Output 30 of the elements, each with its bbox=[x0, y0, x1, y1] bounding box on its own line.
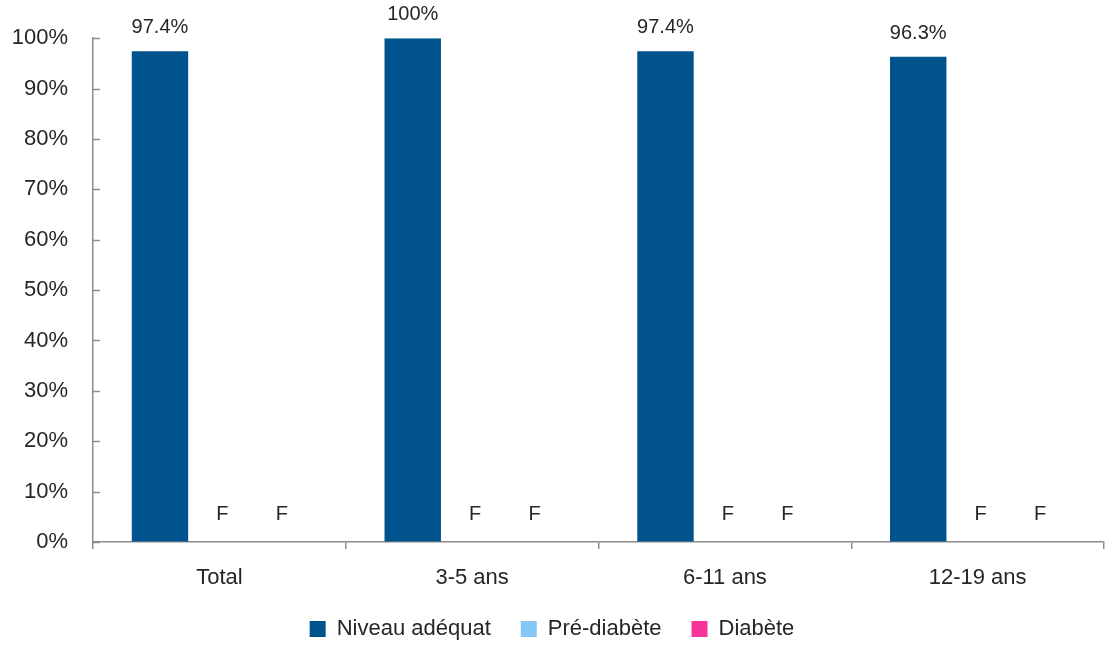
x-tick-label: Total bbox=[196, 564, 243, 590]
y-tick-label: 90% bbox=[23, 74, 68, 100]
data-label: 97.4% bbox=[131, 15, 189, 38]
y-tick-label: 30% bbox=[23, 376, 68, 402]
y-tick-label: 40% bbox=[23, 326, 68, 352]
y-tick-label: 20% bbox=[23, 427, 68, 453]
data-label: 100% bbox=[387, 2, 439, 25]
x-tick-label: 12-19 ans bbox=[928, 564, 1027, 590]
y-tick-label: 60% bbox=[23, 225, 68, 251]
y-tick-label: 100% bbox=[11, 24, 68, 50]
text: F bbox=[528, 502, 541, 524]
text: F bbox=[974, 502, 987, 524]
y-tick-label: 80% bbox=[23, 125, 68, 151]
text: F bbox=[469, 502, 482, 524]
text: F bbox=[1033, 502, 1047, 524]
data-label: 96.3% bbox=[889, 20, 947, 43]
text: F bbox=[216, 502, 229, 524]
y-tick-label: 10% bbox=[23, 477, 68, 503]
legend-label: Niveau adéquat bbox=[336, 615, 491, 641]
legend-label: Diabète bbox=[718, 615, 795, 641]
x-tick-label: 6-11 ans bbox=[682, 564, 767, 590]
x-tick-label: 3-5 ans bbox=[435, 564, 509, 590]
legend-label: Pré-diabète bbox=[547, 615, 662, 641]
text: F bbox=[721, 502, 734, 524]
y-tick-label: 0% bbox=[36, 528, 68, 554]
data-label: 97.4% bbox=[637, 15, 695, 38]
y-tick-label: 50% bbox=[23, 276, 68, 302]
y-tick-label: 70% bbox=[23, 175, 68, 201]
text: F bbox=[275, 502, 288, 524]
text: F bbox=[781, 502, 794, 524]
